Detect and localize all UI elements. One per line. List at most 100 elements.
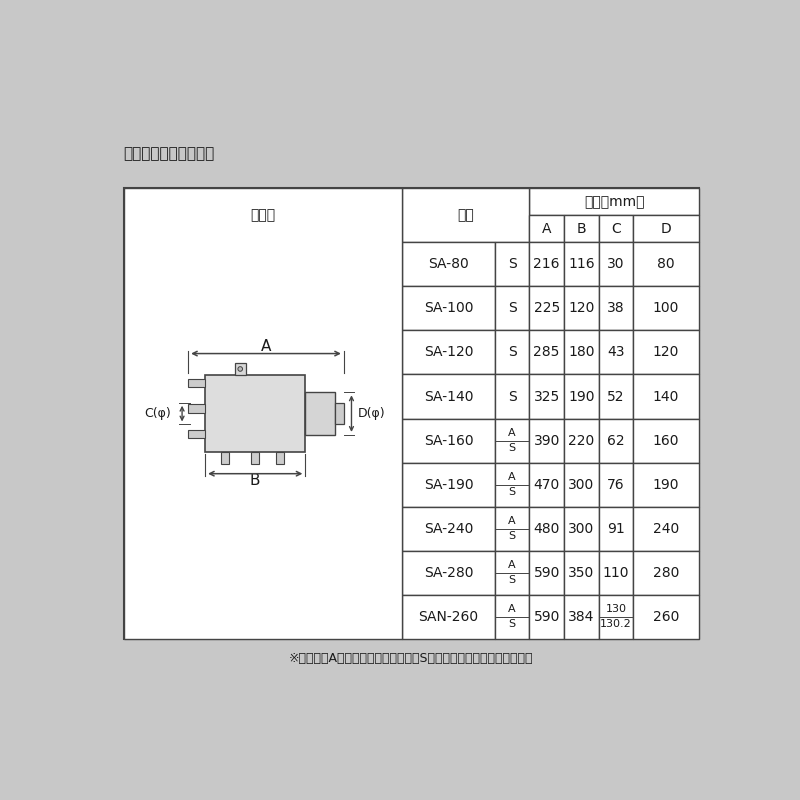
Text: 325: 325	[534, 390, 560, 403]
Bar	[402, 594, 494, 639]
Text: 寸法（mm）: 寸法（mm）	[584, 195, 644, 209]
Bar	[530, 286, 564, 330]
Bar	[634, 242, 698, 286]
Bar	[530, 506, 564, 550]
Bar	[634, 374, 698, 418]
Text: 300: 300	[568, 522, 594, 536]
Text: 590: 590	[534, 610, 560, 624]
Text: 180: 180	[568, 346, 594, 359]
Text: A: A	[508, 560, 516, 570]
Bar	[402, 189, 530, 242]
Bar	[402, 242, 494, 286]
Text: S: S	[509, 575, 515, 586]
Bar	[564, 506, 598, 550]
Bar	[564, 594, 598, 639]
Text: 384: 384	[568, 610, 594, 624]
Text: 285: 285	[534, 346, 560, 359]
Bar	[564, 215, 598, 242]
Bar	[564, 330, 598, 374]
Text: 62: 62	[607, 434, 625, 447]
Bar	[494, 418, 530, 462]
Text: SA-120: SA-120	[424, 346, 474, 359]
Bar	[251, 452, 259, 464]
Text: 120: 120	[653, 346, 679, 359]
Text: 【スパレスター仕様】: 【スパレスター仕様】	[123, 146, 215, 162]
Bar	[188, 378, 205, 387]
Text: 190: 190	[568, 390, 594, 403]
Bar	[530, 188, 698, 215]
Text: 100: 100	[653, 302, 679, 315]
Text: SA-240: SA-240	[424, 522, 473, 536]
Bar	[598, 462, 634, 506]
Text: S: S	[509, 531, 515, 541]
Text: 350: 350	[568, 566, 594, 580]
Bar	[205, 375, 306, 452]
Bar	[494, 594, 530, 639]
Text: 130.2: 130.2	[600, 619, 632, 630]
Bar	[634, 215, 698, 242]
Text: C(φ): C(φ)	[145, 407, 171, 420]
Bar	[564, 418, 598, 462]
Text: 110: 110	[602, 566, 630, 580]
Text: 30: 30	[607, 258, 625, 271]
Text: D(φ): D(φ)	[358, 407, 386, 420]
Bar	[530, 462, 564, 506]
Bar	[188, 404, 205, 413]
Bar	[634, 418, 698, 462]
Bar	[634, 506, 698, 550]
Text: A: A	[261, 339, 271, 354]
Bar	[235, 363, 246, 375]
Bar	[634, 462, 698, 506]
Text: 116: 116	[568, 258, 594, 271]
Bar	[598, 418, 634, 462]
Bar	[564, 286, 598, 330]
Text: 390: 390	[534, 434, 560, 447]
Text: A: A	[508, 472, 516, 482]
Bar	[634, 594, 698, 639]
Text: 130: 130	[606, 604, 626, 614]
Bar	[634, 550, 698, 594]
Bar	[494, 550, 530, 594]
Bar	[598, 330, 634, 374]
Text: S: S	[509, 619, 515, 630]
Bar	[564, 462, 598, 506]
Text: A: A	[508, 516, 516, 526]
Bar	[306, 393, 334, 435]
Bar	[402, 550, 494, 594]
Bar	[402, 330, 494, 374]
Text: 216: 216	[534, 258, 560, 271]
Text: 160: 160	[653, 434, 679, 447]
Text: S: S	[508, 258, 517, 271]
Text: 140: 140	[653, 390, 679, 403]
Bar	[530, 215, 564, 242]
Bar	[530, 418, 564, 462]
Text: 38: 38	[607, 302, 625, 315]
Bar	[494, 462, 530, 506]
Bar	[564, 242, 598, 286]
Text: S: S	[508, 346, 517, 359]
Bar	[494, 242, 530, 286]
Text: D: D	[661, 222, 671, 236]
Bar	[634, 286, 698, 330]
Text: A: A	[508, 604, 516, 614]
Bar	[494, 374, 530, 418]
Text: 260: 260	[653, 610, 679, 624]
Text: SAN-260: SAN-260	[418, 610, 478, 624]
Text: S: S	[509, 443, 515, 453]
Bar	[530, 550, 564, 594]
Bar	[402, 418, 494, 462]
Text: B: B	[250, 473, 261, 488]
Bar	[530, 242, 564, 286]
Bar	[564, 374, 598, 418]
Circle shape	[238, 366, 242, 371]
Bar	[277, 452, 284, 464]
Text: ※型式欄のAはアルミメッキ銅鐵製、Sはステンレス製をあらわします: ※型式欄のAはアルミメッキ銅鐵製、Sはステンレス製をあらわします	[289, 652, 534, 665]
Bar	[494, 286, 530, 330]
Text: SA-280: SA-280	[424, 566, 474, 580]
Text: 43: 43	[607, 346, 625, 359]
Bar	[634, 330, 698, 374]
Bar	[334, 403, 344, 424]
Text: SA-160: SA-160	[424, 434, 474, 447]
Bar	[598, 242, 634, 286]
Text: 91: 91	[607, 522, 625, 536]
